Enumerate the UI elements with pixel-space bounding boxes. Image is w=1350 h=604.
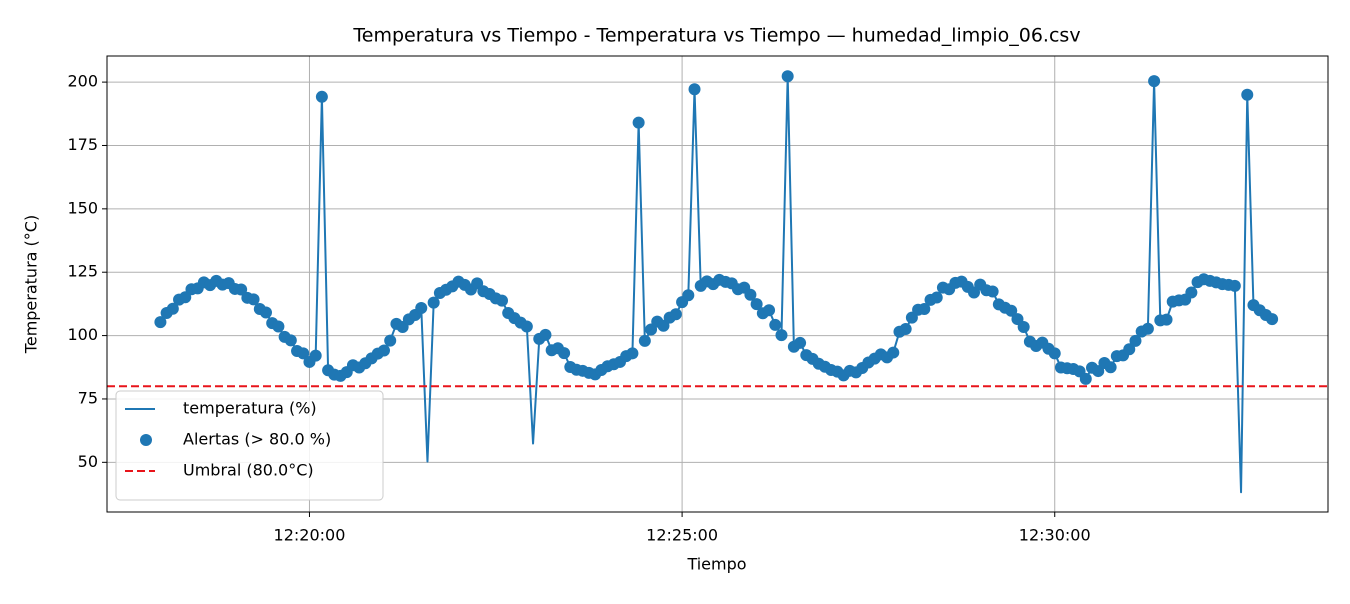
alert-marker [315, 90, 328, 103]
alert-marker [1005, 304, 1018, 317]
y-axis-label: Temperatura (°C) [22, 215, 41, 354]
alert-marker [259, 306, 272, 319]
alert-marker [918, 302, 931, 315]
y-tick-label: 75 [78, 388, 98, 407]
alert-marker [1048, 347, 1061, 360]
alert-marker [1104, 361, 1117, 374]
x-tick-label: 12:30:00 [1019, 526, 1091, 545]
legend-box [115, 390, 384, 501]
alert-marker [384, 334, 397, 347]
alert-marker [235, 283, 248, 296]
alert-marker [166, 302, 179, 315]
y-tick-label: 100 [67, 325, 98, 344]
alert-marker [1185, 286, 1198, 299]
alert-marker [657, 319, 670, 332]
y-tick-label: 125 [67, 262, 98, 281]
y-tick-label: 200 [67, 72, 98, 91]
alert-marker [769, 318, 782, 331]
alert-marker [495, 294, 508, 307]
chart-title: Temperatura vs Tiempo - Temperatura vs T… [352, 25, 1080, 47]
alert-marker [1241, 88, 1254, 101]
alert-marker [179, 291, 192, 304]
alert-marker [775, 329, 788, 342]
y-tick-label: 150 [67, 198, 98, 217]
alert-marker [1129, 334, 1142, 347]
alert-marker [1017, 320, 1030, 333]
alert-marker [682, 289, 695, 302]
legend-swatch [140, 434, 152, 446]
y-tick-label: 175 [67, 135, 98, 154]
alert-marker [744, 288, 757, 301]
alert-marker [1266, 313, 1279, 326]
alert-marker [930, 291, 943, 304]
legend-label: Alertas (> 80.0 %) [183, 430, 331, 449]
x-tick-label: 12:25:00 [646, 526, 718, 545]
alert-marker [669, 308, 682, 321]
alert-marker [750, 298, 763, 311]
axes-frame [106, 55, 1329, 513]
legend-label: Umbral (80.0°C) [183, 461, 314, 480]
alert-marker [794, 336, 807, 349]
alert-marker [781, 70, 794, 83]
alert-marker [247, 293, 260, 306]
alert-marker [377, 344, 390, 357]
alert-marker [284, 334, 297, 347]
alert-marker [1123, 343, 1136, 356]
alert-marker [309, 349, 322, 362]
alert-marker [899, 322, 912, 335]
alert-marker [986, 285, 999, 298]
alert-marker [154, 316, 167, 329]
alert-marker [626, 347, 639, 360]
alert-marker [520, 320, 533, 333]
legend: temperatura (%) Alertas (> 80.0 %) Umbral … [115, 390, 384, 501]
alert-marker [1092, 365, 1105, 378]
alert-marker [763, 304, 776, 317]
alert-marker [1141, 322, 1154, 335]
x-axis-label: Tiempo [686, 555, 746, 574]
alert-marker [632, 116, 645, 129]
alert-marker [415, 301, 428, 314]
alert-marker [638, 334, 651, 347]
alert-marker [1148, 75, 1161, 88]
alert-marker [297, 347, 310, 360]
alert-marker [1228, 279, 1241, 292]
alert-marker [1079, 372, 1092, 385]
alert-marker [558, 347, 571, 360]
alert-marker [1160, 313, 1173, 326]
y-tick-label: 50 [78, 452, 98, 471]
alert-marker [887, 346, 900, 359]
x-tick-label: 12:20:00 [274, 526, 346, 545]
alert-marker [272, 320, 285, 333]
alert-marker [427, 296, 440, 309]
alert-marker [688, 83, 701, 96]
alert-marker [539, 328, 552, 341]
legend-label: temperatura (%) [183, 399, 317, 418]
